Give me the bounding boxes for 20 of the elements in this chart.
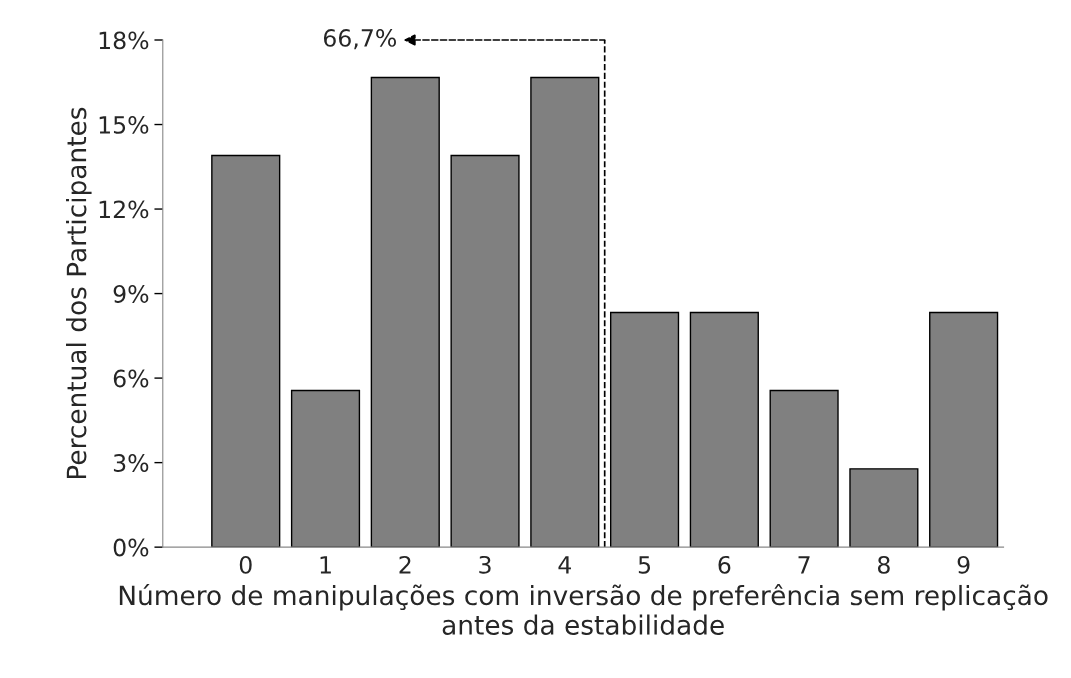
y-tick-label: 12% (99, 200, 149, 219)
y-tick-label: 6% (113, 369, 149, 388)
x-tick-label: 8 (877, 555, 890, 574)
y-tick-label: 15% (99, 115, 149, 134)
x-tick-label: 0 (239, 555, 252, 574)
x-axis-title: Número de manipulações com inversão de preferência sem replicação antes da estabilidade (119, 583, 1048, 635)
x-tick-label: 7 (798, 556, 810, 574)
y-tick-label: 0% (113, 538, 149, 557)
y-tick-label: 18% (99, 31, 149, 50)
x-tick-label: 4 (558, 556, 571, 574)
annotation: 66,7% (323, 28, 396, 50)
y-axis-title: Percentual dos Participantes (66, 107, 92, 479)
y-tick-label: 3% (113, 454, 149, 472)
x-tick-label: 3 (479, 555, 491, 574)
x-tick-label: 5 (638, 556, 651, 574)
x-tick-label: 2 (399, 555, 411, 574)
y-tick-label: 9% (113, 285, 149, 303)
x-tick-label: 1 (320, 556, 331, 574)
x-tick-label: 6 (718, 555, 731, 574)
x-tick-label: 9 (957, 555, 970, 574)
